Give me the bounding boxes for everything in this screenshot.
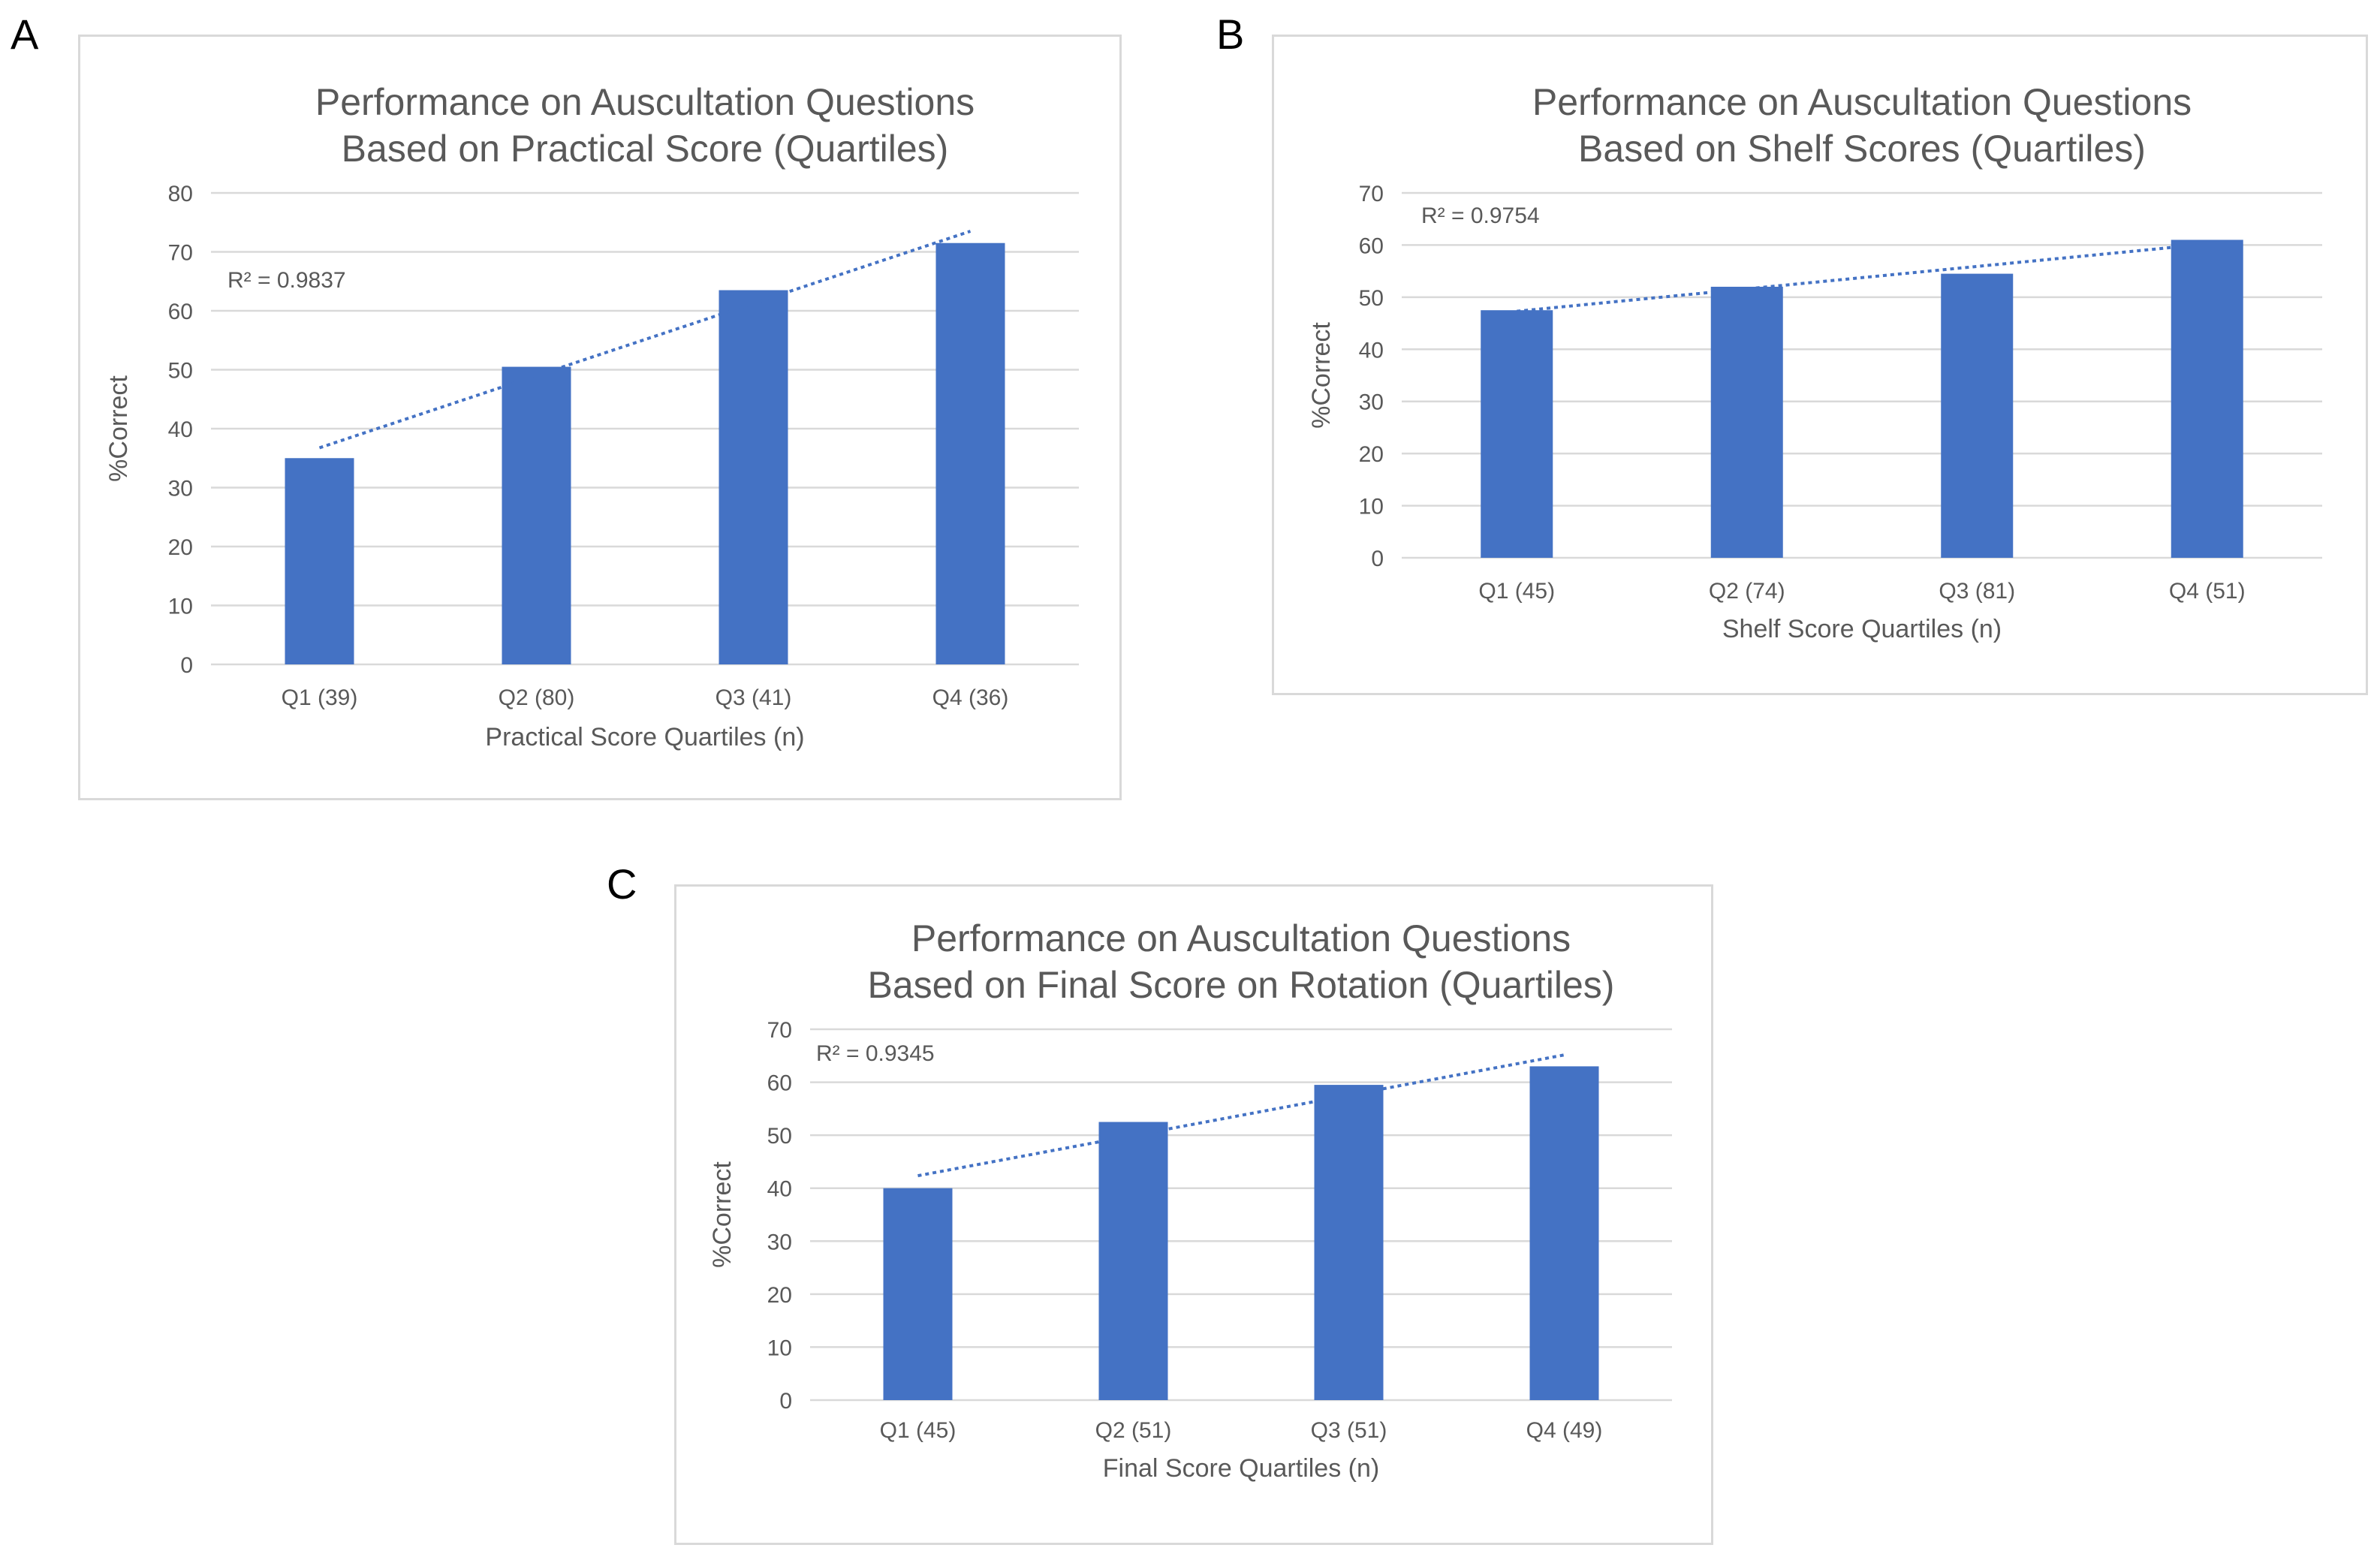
x-axis-label: Practical Score Quartiles (n)	[485, 723, 804, 751]
bar-2	[1710, 286, 1783, 558]
trendline	[1517, 242, 2207, 313]
y-tick-label: 30	[168, 477, 193, 501]
chart-title-line: Performance on Auscultation Questions	[911, 917, 1571, 959]
y-tick-label: 50	[168, 359, 193, 384]
y-tick-label: 40	[767, 1177, 792, 1202]
chart-title-line: Performance on Auscultation Questions	[315, 81, 975, 123]
bar-1	[883, 1188, 953, 1400]
chart-panel-a: Performance on Auscultation Questions Bas…	[78, 35, 1122, 800]
r-squared-label: R² = 0.9754	[1421, 203, 1540, 228]
y-tick-label: 10	[767, 1336, 792, 1360]
y-tick-label: 0	[779, 1389, 792, 1414]
bar-3	[719, 290, 788, 664]
bar-4	[2171, 239, 2243, 558]
bar-4	[935, 242, 1005, 665]
chart-title-line: Based on Final Score on Rotation (Quarti…	[868, 964, 1615, 1006]
chart-panel-b: Performance on Auscultation Questions Bas…	[1272, 35, 2368, 695]
bar-1	[1481, 310, 1553, 558]
chart-b-svg: Performance on Auscultation Questions Bas…	[1307, 81, 2322, 643]
y-tick-label: 40	[1359, 338, 1384, 363]
x-axis-label: Shelf Score Quartiles (n)	[1722, 615, 2002, 643]
y-tick-label: 50	[767, 1124, 792, 1149]
panel-letter-b: B	[1216, 11, 1245, 58]
x-tick-label: Q4 (51)	[2169, 579, 2246, 604]
x-tick-label: Q1 (45)	[880, 1418, 957, 1443]
x-axis-label: Final Score Quartiles (n)	[1103, 1454, 1379, 1483]
x-tick-label: Q4 (49)	[1526, 1418, 1603, 1443]
chart-title-line: Based on Shelf Scores (Quartiles)	[1578, 128, 2146, 170]
bar-2	[502, 366, 571, 664]
bar-3	[1314, 1085, 1384, 1400]
y-tick-label: 70	[767, 1018, 792, 1043]
chart-a-svg: Performance on Auscultation Questions Bas…	[104, 81, 1079, 751]
y-tick-label: 10	[168, 595, 193, 619]
y-tick-label: 0	[1371, 547, 1384, 571]
y-tick-label: 60	[1359, 233, 1384, 258]
chart-c-svg: Performance on Auscultation Questions Bas…	[708, 917, 1672, 1483]
y-tick-label: 60	[168, 300, 193, 324]
bar-2	[1098, 1122, 1168, 1400]
y-tick-label: 40	[168, 417, 193, 442]
trendline	[917, 1053, 1565, 1178]
y-tick-label: 20	[1359, 442, 1384, 467]
r-squared-label: R² = 0.9837	[227, 268, 346, 293]
y-tick-label: 20	[168, 535, 193, 560]
panel-letter-a: A	[11, 11, 39, 58]
chart-panel-c: Performance on Auscultation Questions Bas…	[674, 884, 1713, 1545]
x-tick-label: Q2 (80)	[499, 685, 575, 710]
x-tick-label: Q3 (41)	[716, 685, 792, 710]
y-tick-label: 70	[1359, 182, 1384, 206]
x-tick-label: Q2 (51)	[1095, 1418, 1172, 1443]
y-tick-label: 50	[1359, 286, 1384, 311]
x-tick-label: Q2 (74)	[1709, 579, 1785, 604]
bar-1	[285, 458, 354, 664]
y-tick-label: 80	[168, 182, 193, 206]
y-tick-label: 70	[168, 241, 193, 266]
bar-4	[1529, 1066, 1599, 1400]
x-tick-label: Q3 (81)	[1939, 579, 2015, 604]
y-tick-label: 30	[1359, 390, 1384, 415]
y-tick-label: 0	[180, 653, 193, 678]
y-axis-label: %Correct	[708, 1161, 737, 1268]
chart-title-line: Performance on Auscultation Questions	[1532, 81, 2192, 123]
y-tick-label: 10	[1359, 495, 1384, 520]
y-axis-label: %Correct	[104, 375, 133, 482]
r-squared-label: R² = 0.9345	[816, 1041, 935, 1066]
x-tick-label: Q4 (36)	[932, 685, 1009, 710]
x-tick-label: Q3 (51)	[1311, 1418, 1387, 1443]
y-tick-label: 60	[767, 1071, 792, 1096]
y-tick-label: 30	[767, 1230, 792, 1254]
x-tick-label: Q1 (45)	[1478, 579, 1555, 604]
x-tick-label: Q1 (39)	[282, 685, 358, 710]
panel-letter-c: C	[607, 860, 637, 908]
y-tick-label: 20	[767, 1283, 792, 1308]
trendline	[318, 230, 972, 450]
y-axis-label: %Correct	[1307, 322, 1336, 429]
chart-title-line: Based on Practical Score (Quartiles)	[342, 128, 949, 170]
bar-3	[1941, 273, 2014, 558]
